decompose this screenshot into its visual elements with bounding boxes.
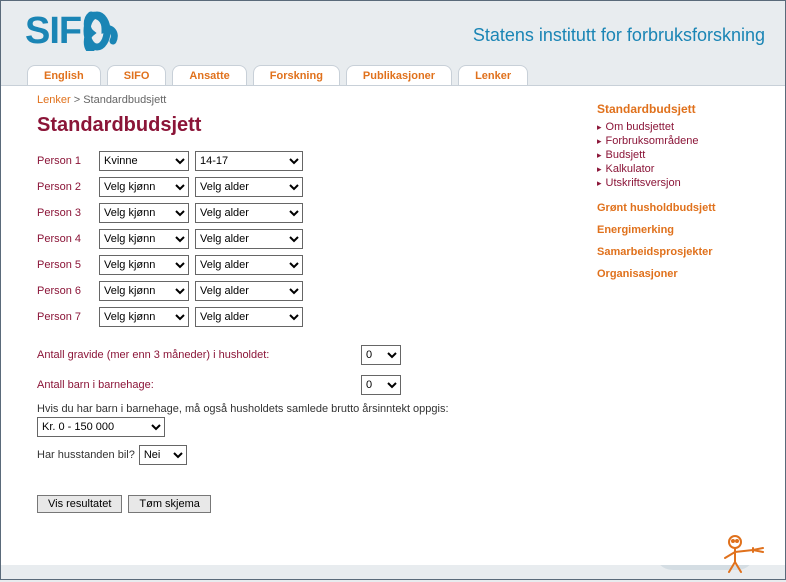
person-label: Person 5 <box>37 259 93 271</box>
person-label: Person 3 <box>37 207 93 219</box>
nav-tab-forskning[interactable]: Forskning <box>253 65 340 85</box>
breadcrumb-current: Standardbudsjett <box>83 94 166 106</box>
select-gender-1[interactable]: Kvinne <box>99 151 189 171</box>
select-income[interactable]: Kr. 0 - 150 000 <box>37 417 165 437</box>
hint-income: Hvis du har barn i barnehage, må også hu… <box>37 403 569 415</box>
select-pregnant-count[interactable]: 0 <box>361 345 401 365</box>
person-row: Person 1 Kvinne 14-17 <box>37 151 569 171</box>
label-car: Har husstanden bil? <box>37 449 135 461</box>
nav-tab-ansatte[interactable]: Ansatte <box>172 65 246 85</box>
select-kindergarten-count[interactable]: 0 <box>361 375 401 395</box>
select-gender-6[interactable]: Velg kjønn <box>99 281 189 301</box>
select-gender-4[interactable]: Velg kjønn <box>99 229 189 249</box>
select-age-6[interactable]: Velg alder <box>195 281 303 301</box>
person-label: Person 1 <box>37 155 93 167</box>
nav-tab-english[interactable]: English <box>27 65 101 85</box>
person-row: Person 5 Velg kjønn Velg alder <box>37 255 569 275</box>
select-age-2[interactable]: Velg alder <box>195 177 303 197</box>
sidebar-title[interactable]: Standardbudsjett <box>597 102 775 116</box>
person-row: Person 3 Velg kjønn Velg alder <box>37 203 569 223</box>
mascot-icon <box>719 532 767 577</box>
sidebar-link-energimerking[interactable]: Energimerking <box>597 224 775 236</box>
sidebar-link-samarbeidsprosjekter[interactable]: Samarbeidsprosjekter <box>597 246 775 258</box>
reset-button[interactable]: Tøm skjema <box>128 495 211 513</box>
person-label: Person 2 <box>37 181 93 193</box>
sidebar-sub-forbruksomradene[interactable]: Forbruksområdene <box>597 134 775 148</box>
select-age-3[interactable]: Velg alder <box>195 203 303 223</box>
sidebar-link-gront[interactable]: Grønt husholdbudsjett <box>597 202 775 214</box>
site-tagline: Statens institutt for forbruksforskning <box>473 11 765 46</box>
select-age-1[interactable]: 14-17 <box>195 151 303 171</box>
sidebar-sub-kalkulator[interactable]: Kalkulator <box>597 162 775 176</box>
sidebar-link-organisasjoner[interactable]: Organisasjoner <box>597 268 775 280</box>
person-row: Person 2 Velg kjønn Velg alder <box>37 177 569 197</box>
breadcrumb-sep: > <box>71 94 84 106</box>
sidebar-sub-budsjett[interactable]: Budsjett <box>597 148 775 162</box>
nav-tab-lenker[interactable]: Lenker <box>458 65 528 85</box>
select-car[interactable]: Nei <box>139 445 187 465</box>
nav-tab-publikasjoner[interactable]: Publikasjoner <box>346 65 452 85</box>
sidebar-sub-om-budsjettet[interactable]: Om budsjettet <box>597 120 775 134</box>
select-age-5[interactable]: Velg alder <box>195 255 303 275</box>
select-gender-7[interactable]: Velg kjønn <box>99 307 189 327</box>
person-label: Person 4 <box>37 233 93 245</box>
select-age-7[interactable]: Velg alder <box>195 307 303 327</box>
submit-button[interactable]: Vis resultatet <box>37 495 122 513</box>
sidebar-sub-utskriftsversjon[interactable]: Utskriftsversjon <box>597 176 775 190</box>
person-label: Person 7 <box>37 311 93 323</box>
select-gender-5[interactable]: Velg kjønn <box>99 255 189 275</box>
select-age-4[interactable]: Velg alder <box>195 229 303 249</box>
select-gender-3[interactable]: Velg kjønn <box>99 203 189 223</box>
person-label: Person 6 <box>37 285 93 297</box>
main-nav: English SIFO Ansatte Forskning Publikasj… <box>1 51 785 85</box>
label-pregnant: Antall gravide (mer enn 3 måneder) i hus… <box>37 349 357 361</box>
sidebar: Standardbudsjett Om budsjettet Forbrukso… <box>589 86 785 565</box>
select-gender-2[interactable]: Velg kjønn <box>99 177 189 197</box>
logo: SIF <box>25 11 119 51</box>
sidebar-sublist: Om budsjettet Forbruksområdene Budsjett … <box>597 120 775 190</box>
person-row: Person 4 Velg kjønn Velg alder <box>37 229 569 249</box>
nav-tab-sifo[interactable]: SIFO <box>107 65 167 85</box>
page-title: Standardbudsjett <box>37 114 569 137</box>
label-kindergarten: Antall barn i barnehage: <box>37 379 357 391</box>
person-row: Person 7 Velg kjønn Velg alder <box>37 307 569 327</box>
main-content: Lenker > Standardbudsjett Standardbudsje… <box>1 86 589 565</box>
logo-text: SIF <box>25 12 81 50</box>
person-row: Person 6 Velg kjønn Velg alder <box>37 281 569 301</box>
breadcrumb-link[interactable]: Lenker <box>37 94 71 106</box>
breadcrumb: Lenker > Standardbudsjett <box>37 94 569 106</box>
